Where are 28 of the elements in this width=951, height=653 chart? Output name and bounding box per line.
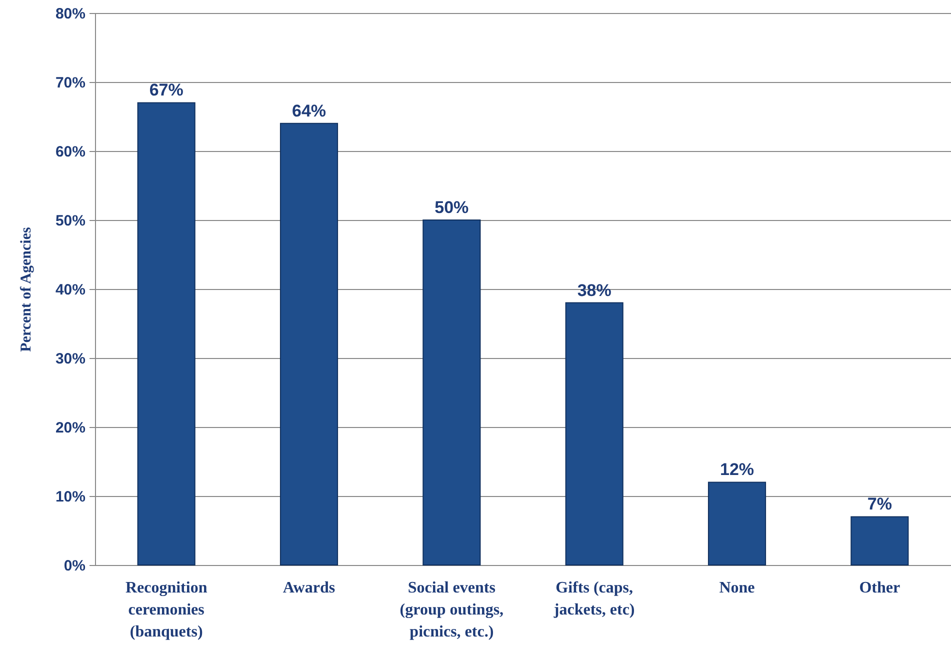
data-label: 50% (434, 198, 469, 217)
bar (565, 302, 624, 566)
data-label: 64% (292, 101, 326, 120)
y-axis-title: Percent of Agencies (18, 227, 34, 352)
x-tick-label: Other (859, 580, 900, 596)
bar (137, 102, 196, 566)
y-tick-label: 10% (55, 488, 86, 506)
data-label: 7% (867, 494, 892, 514)
y-tick-label: 40% (55, 282, 86, 298)
bar (850, 516, 909, 566)
data-label: 67% (149, 80, 184, 100)
bar (422, 220, 481, 566)
y-tick-label: 30% (55, 350, 86, 368)
x-tick-label: Social events (group outings, picnics, etc.) (400, 580, 504, 640)
bar (708, 482, 766, 566)
y-tick-label: 20% (55, 420, 86, 436)
y-tick-label: 70% (55, 74, 86, 92)
y-tick-label: 80% (55, 6, 86, 22)
x-tick-label: Gifts (caps, jackets, etc) (552, 580, 635, 618)
y-tick-label: 50% (55, 212, 86, 230)
bar (280, 122, 338, 566)
data-label: 38% (577, 280, 612, 300)
y-tick-label: 0% (64, 558, 86, 574)
data-label: 12% (720, 460, 754, 480)
x-tick-label: None (719, 580, 755, 596)
y-tick-label: 60% (55, 144, 86, 160)
x-tick-label: Recognition ceremonies (banquets) (125, 580, 208, 640)
x-tick-label: Awards (282, 580, 336, 596)
